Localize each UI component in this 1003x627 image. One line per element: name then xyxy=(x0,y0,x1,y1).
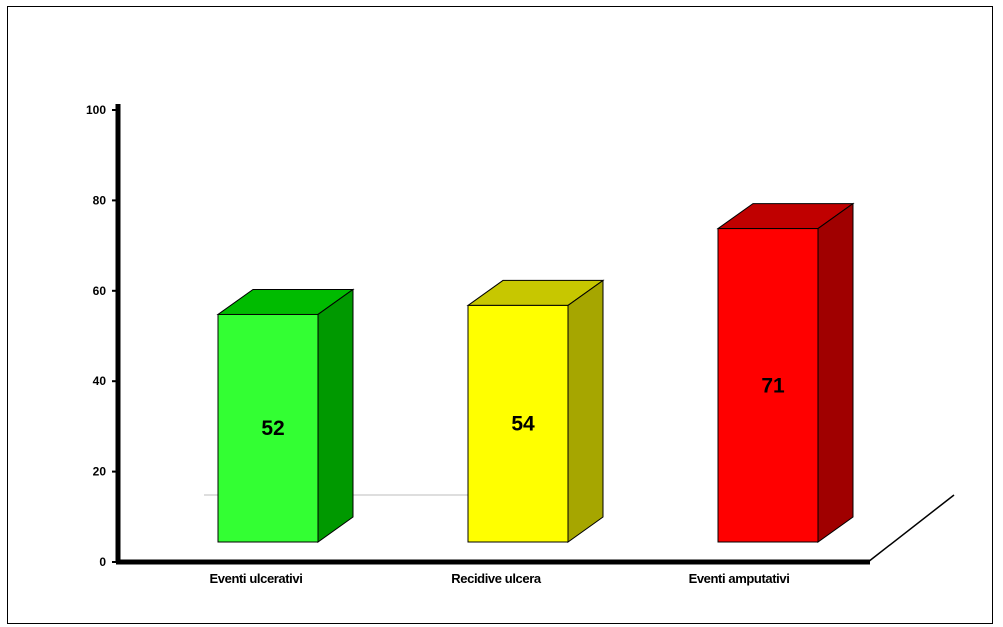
bar-chart: 0 20 40 60 80 100 52 Eventi ulcerativi 54 Recidiv… xyxy=(86,103,955,586)
y-tick-label: 20 xyxy=(93,465,107,479)
y-tick-label: 80 xyxy=(93,193,107,207)
chart-frame: 0 20 40 60 80 100 52 Eventi ulcerativi 54 Recidiv… xyxy=(7,6,993,624)
bar-side-face xyxy=(817,202,854,543)
floor-diagonal-line xyxy=(867,494,955,563)
data-label: 54 xyxy=(511,413,535,436)
data-label: 52 xyxy=(261,417,284,440)
y-tick-label: 40 xyxy=(93,374,107,388)
bar[interactable] xyxy=(717,228,819,543)
y-tick-label: 60 xyxy=(93,284,107,298)
y-tick-label: 100 xyxy=(86,103,106,117)
bar[interactable] xyxy=(217,313,319,543)
x-tick-label: Eventi amputativi xyxy=(689,571,790,586)
bar[interactable] xyxy=(467,304,569,543)
bar-side-face xyxy=(567,279,604,543)
x-tick-label: Recidive ulcera xyxy=(451,571,542,586)
bar-side-face xyxy=(317,288,354,543)
data-label: 71 xyxy=(761,374,785,397)
x-tick-label: Eventi ulcerativi xyxy=(210,571,303,586)
y-tick-label: 0 xyxy=(99,555,106,569)
